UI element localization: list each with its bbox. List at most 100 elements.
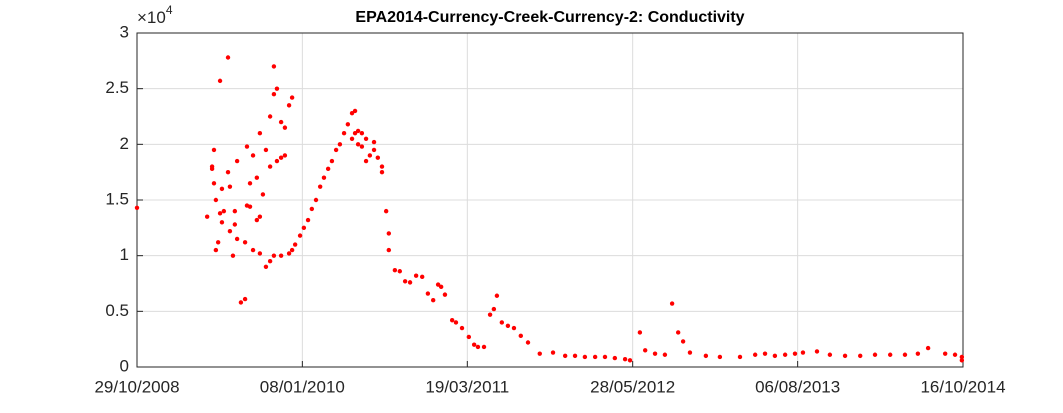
point: [359, 144, 365, 149]
point: [491, 306, 497, 312]
point: [642, 348, 648, 353]
point: [858, 353, 863, 359]
point: [349, 136, 355, 141]
point: [800, 350, 806, 355]
point: [703, 353, 709, 359]
point: [627, 358, 633, 363]
point: [511, 325, 517, 331]
point: [675, 330, 681, 335]
point: [459, 325, 465, 331]
point: [274, 86, 280, 91]
point: [717, 354, 723, 360]
x-tick-label: 08/01/2010: [260, 377, 345, 396]
point: [386, 247, 392, 253]
point: [211, 147, 217, 153]
point: [282, 153, 288, 158]
point: [234, 236, 240, 242]
point: [232, 222, 238, 227]
point: [337, 142, 343, 147]
point: [213, 247, 219, 253]
point: [887, 352, 893, 357]
point: [286, 103, 292, 108]
point: [842, 353, 848, 359]
point: [687, 350, 693, 355]
point: [363, 158, 369, 164]
point: [442, 292, 448, 297]
point: [772, 353, 778, 359]
point: [313, 197, 319, 203]
point: [352, 108, 358, 114]
point: [352, 131, 358, 136]
x-tick-label: 06/08/2013: [755, 377, 840, 396]
point: [637, 330, 643, 335]
point: [375, 155, 381, 160]
y-multiplier: ×104: [137, 3, 173, 27]
point: [227, 184, 233, 189]
point: [215, 240, 221, 245]
point: [242, 240, 248, 245]
point: [392, 267, 398, 273]
point: [752, 352, 758, 357]
point: [471, 342, 477, 347]
point: [782, 352, 788, 357]
point: [652, 351, 658, 356]
y-tick-label: 2.5: [105, 78, 129, 97]
point: [383, 208, 389, 214]
point: [242, 296, 248, 302]
point: [363, 136, 369, 141]
point: [227, 228, 233, 234]
point: [213, 197, 219, 203]
y-tick-label: 2: [120, 134, 129, 153]
point: [267, 259, 273, 264]
x-tick-label: 29/10/2008: [94, 377, 179, 396]
point: [475, 344, 481, 350]
point: [289, 95, 295, 100]
y-tick-label: 0.5: [105, 301, 129, 320]
point: [329, 158, 335, 164]
point: [814, 349, 820, 354]
point: [942, 351, 948, 356]
point: [234, 158, 240, 164]
point: [680, 339, 686, 344]
point: [278, 253, 284, 258]
point: [254, 175, 260, 180]
point: [345, 122, 351, 127]
point: [257, 214, 263, 219]
point: [271, 64, 277, 69]
point: [263, 264, 269, 269]
point: [827, 352, 833, 357]
point: [737, 354, 743, 360]
chart-title: EPA2014-Currency-Creek-Currency-2: Condu…: [355, 9, 744, 26]
point: [499, 320, 505, 325]
x-tick-label: 16/10/2014: [920, 377, 1005, 396]
point: [915, 351, 921, 356]
point: [494, 293, 500, 298]
point: [260, 192, 266, 197]
point: [612, 355, 618, 361]
point: [257, 251, 263, 256]
y-tick-label: 1.5: [105, 189, 129, 208]
point: [959, 358, 965, 363]
point: [232, 208, 238, 214]
point: [481, 344, 487, 350]
point: [562, 353, 568, 359]
point: [371, 147, 377, 153]
point: [297, 233, 303, 238]
point: [449, 318, 455, 323]
point: [247, 204, 253, 209]
point: [602, 354, 608, 360]
point: [250, 247, 256, 253]
point: [435, 282, 441, 287]
point: [238, 300, 244, 305]
point: [282, 125, 288, 130]
point: [505, 323, 511, 329]
point: [267, 114, 273, 119]
point: [379, 164, 385, 169]
point: [371, 139, 377, 145]
point: [333, 147, 339, 153]
point: [325, 166, 331, 172]
point: [244, 144, 250, 149]
plot-frame: [136, 32, 964, 368]
